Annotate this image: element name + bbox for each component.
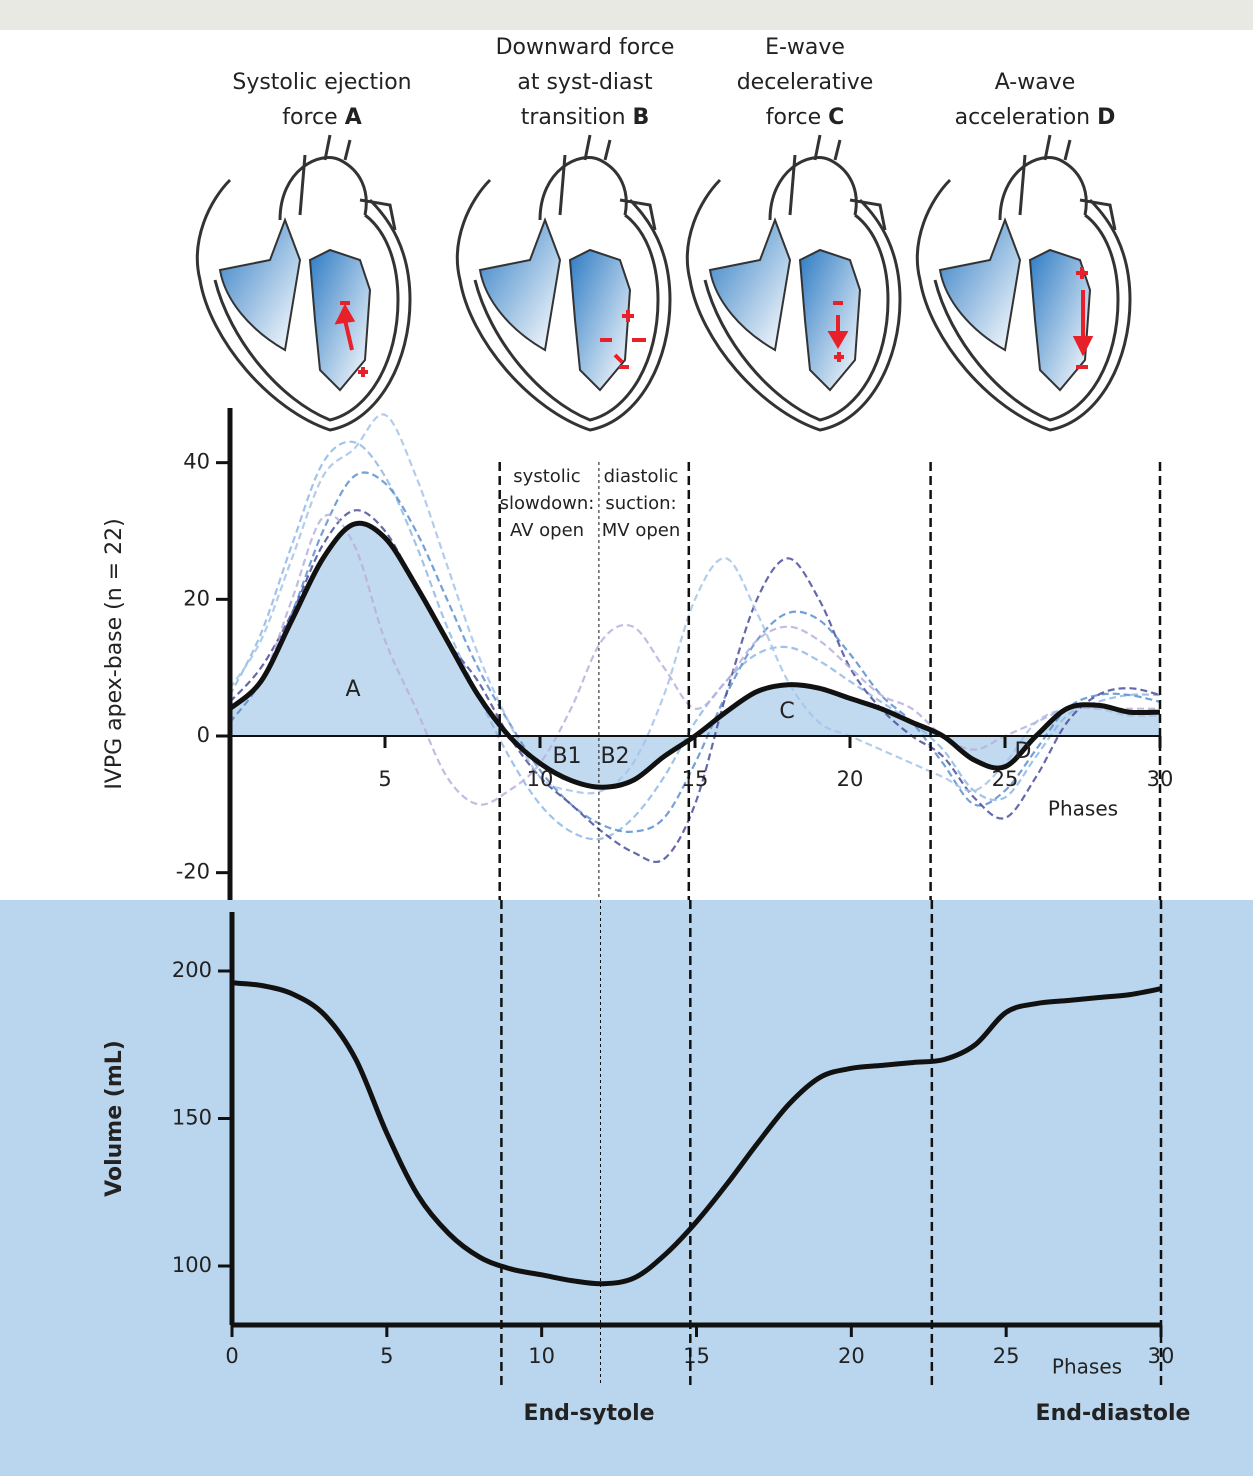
x-axis-label: Phases xyxy=(1048,797,1118,821)
y-tick-label: 20 xyxy=(183,586,210,610)
x-tick-label: 5 xyxy=(380,1344,393,1368)
heading-text: force xyxy=(282,105,337,130)
heart-illustrations xyxy=(197,135,1130,430)
x-tick-label: 15 xyxy=(683,1344,710,1368)
x-tick-label: 25 xyxy=(992,767,1019,791)
region-label: C xyxy=(779,699,794,724)
heading-text: Systolic ejection xyxy=(232,70,411,95)
phase-note: systolic xyxy=(513,466,580,487)
heading-line: acceleration D xyxy=(955,105,1116,130)
y-tick-label: 0 xyxy=(197,723,210,747)
heading-line: force C xyxy=(766,105,845,130)
heading-letter: A xyxy=(345,105,362,130)
y-tick-label: 40 xyxy=(183,450,210,474)
region-label: A xyxy=(345,677,360,702)
heading-text: force xyxy=(766,105,821,130)
heading-text: decelerative xyxy=(737,70,874,95)
bottom-label: End-sytole xyxy=(523,1401,654,1426)
heading-text: acceleration xyxy=(955,105,1091,130)
heading-line: Downward force xyxy=(496,35,675,60)
y-tick-label: -20 xyxy=(176,860,210,884)
x-tick-label: 15 xyxy=(682,767,709,791)
heading-line: A-wave xyxy=(995,70,1076,95)
heading-letter: C xyxy=(828,105,844,130)
heading-line: E-wave xyxy=(765,35,845,60)
heading-text: E-wave xyxy=(765,35,845,60)
x-tick-label: 25 xyxy=(993,1344,1020,1368)
y-tick-label: 150 xyxy=(172,1106,212,1130)
heading-letter: D xyxy=(1097,105,1115,130)
phase-note: slowdown: xyxy=(500,493,595,514)
volume-panel-bg xyxy=(0,900,1253,1476)
bottom-label: End-diastole xyxy=(1036,1401,1191,1426)
top-band xyxy=(0,0,1253,30)
x-tick-label: 10 xyxy=(527,767,554,791)
heading-line: decelerative xyxy=(737,70,874,95)
heading-text: Downward force xyxy=(496,35,675,60)
x-axis-label: Phases xyxy=(1052,1355,1122,1379)
phase-note: diastolic xyxy=(604,466,679,487)
y-tick-label: 100 xyxy=(172,1253,212,1277)
phase-note: suction: xyxy=(605,493,676,514)
heading-text: transition xyxy=(521,105,626,130)
x-tick-label: 20 xyxy=(838,1344,865,1368)
phase-note: MV open xyxy=(602,520,681,541)
x-tick-label: 0 xyxy=(225,1344,238,1368)
heading-text: A-wave xyxy=(995,70,1076,95)
heading-text: at syst-diast xyxy=(517,70,653,95)
heading-line: Systolic ejection xyxy=(232,70,411,95)
figure: Systolic ejection force A Downward force at… xyxy=(0,0,1253,1476)
x-tick-label: 20 xyxy=(837,767,864,791)
region-label: D xyxy=(1015,739,1032,764)
x-tick-label: 10 xyxy=(528,1344,555,1368)
region-label: B1 xyxy=(552,744,581,769)
heading-line: force A xyxy=(282,105,361,130)
phase-note: AV open xyxy=(510,520,584,541)
y-axis-label: Volume (mL) xyxy=(102,1040,127,1197)
page: {"headings": [ {"lines": ["Systolic ejec… xyxy=(0,0,1253,1476)
heading-letter: B xyxy=(633,105,650,130)
region-label: B2 xyxy=(600,744,629,769)
x-tick-label: 5 xyxy=(378,767,391,791)
y-tick-label: 200 xyxy=(172,958,212,982)
heading-line: at syst-diast xyxy=(517,70,653,95)
y-axis-label: IVPG apex-base (n = 22) xyxy=(102,518,127,789)
heading-line: transition B xyxy=(521,105,650,130)
